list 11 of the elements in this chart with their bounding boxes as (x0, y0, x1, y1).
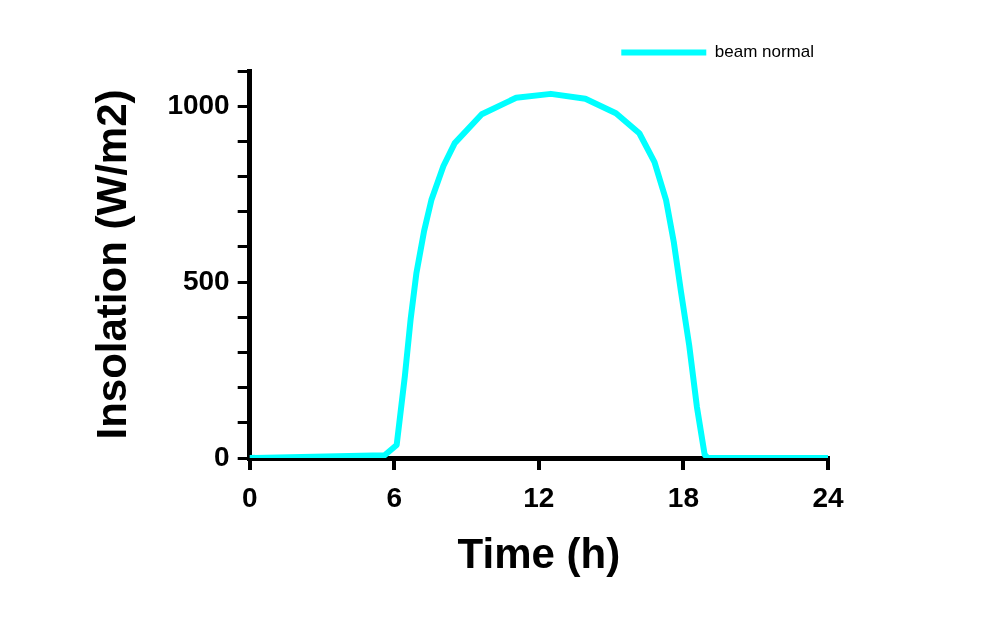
legend-label: beam normal (714, 42, 815, 62)
y-axis-title: Insolation (W/m2) (87, 89, 135, 440)
y-tick-label: 0 (214, 440, 230, 472)
y-tick-label: 1000 (167, 88, 230, 120)
x-axis-title: Time (h) (457, 530, 621, 578)
y-tick-label: 500 (182, 264, 230, 296)
x-tick-label: 12 (523, 481, 555, 513)
x-tick-label: 18 (667, 481, 699, 513)
x-tick-label: 0 (241, 481, 258, 513)
x-tick-label: 24 (812, 481, 844, 513)
x-tick-label: 6 (386, 481, 403, 513)
